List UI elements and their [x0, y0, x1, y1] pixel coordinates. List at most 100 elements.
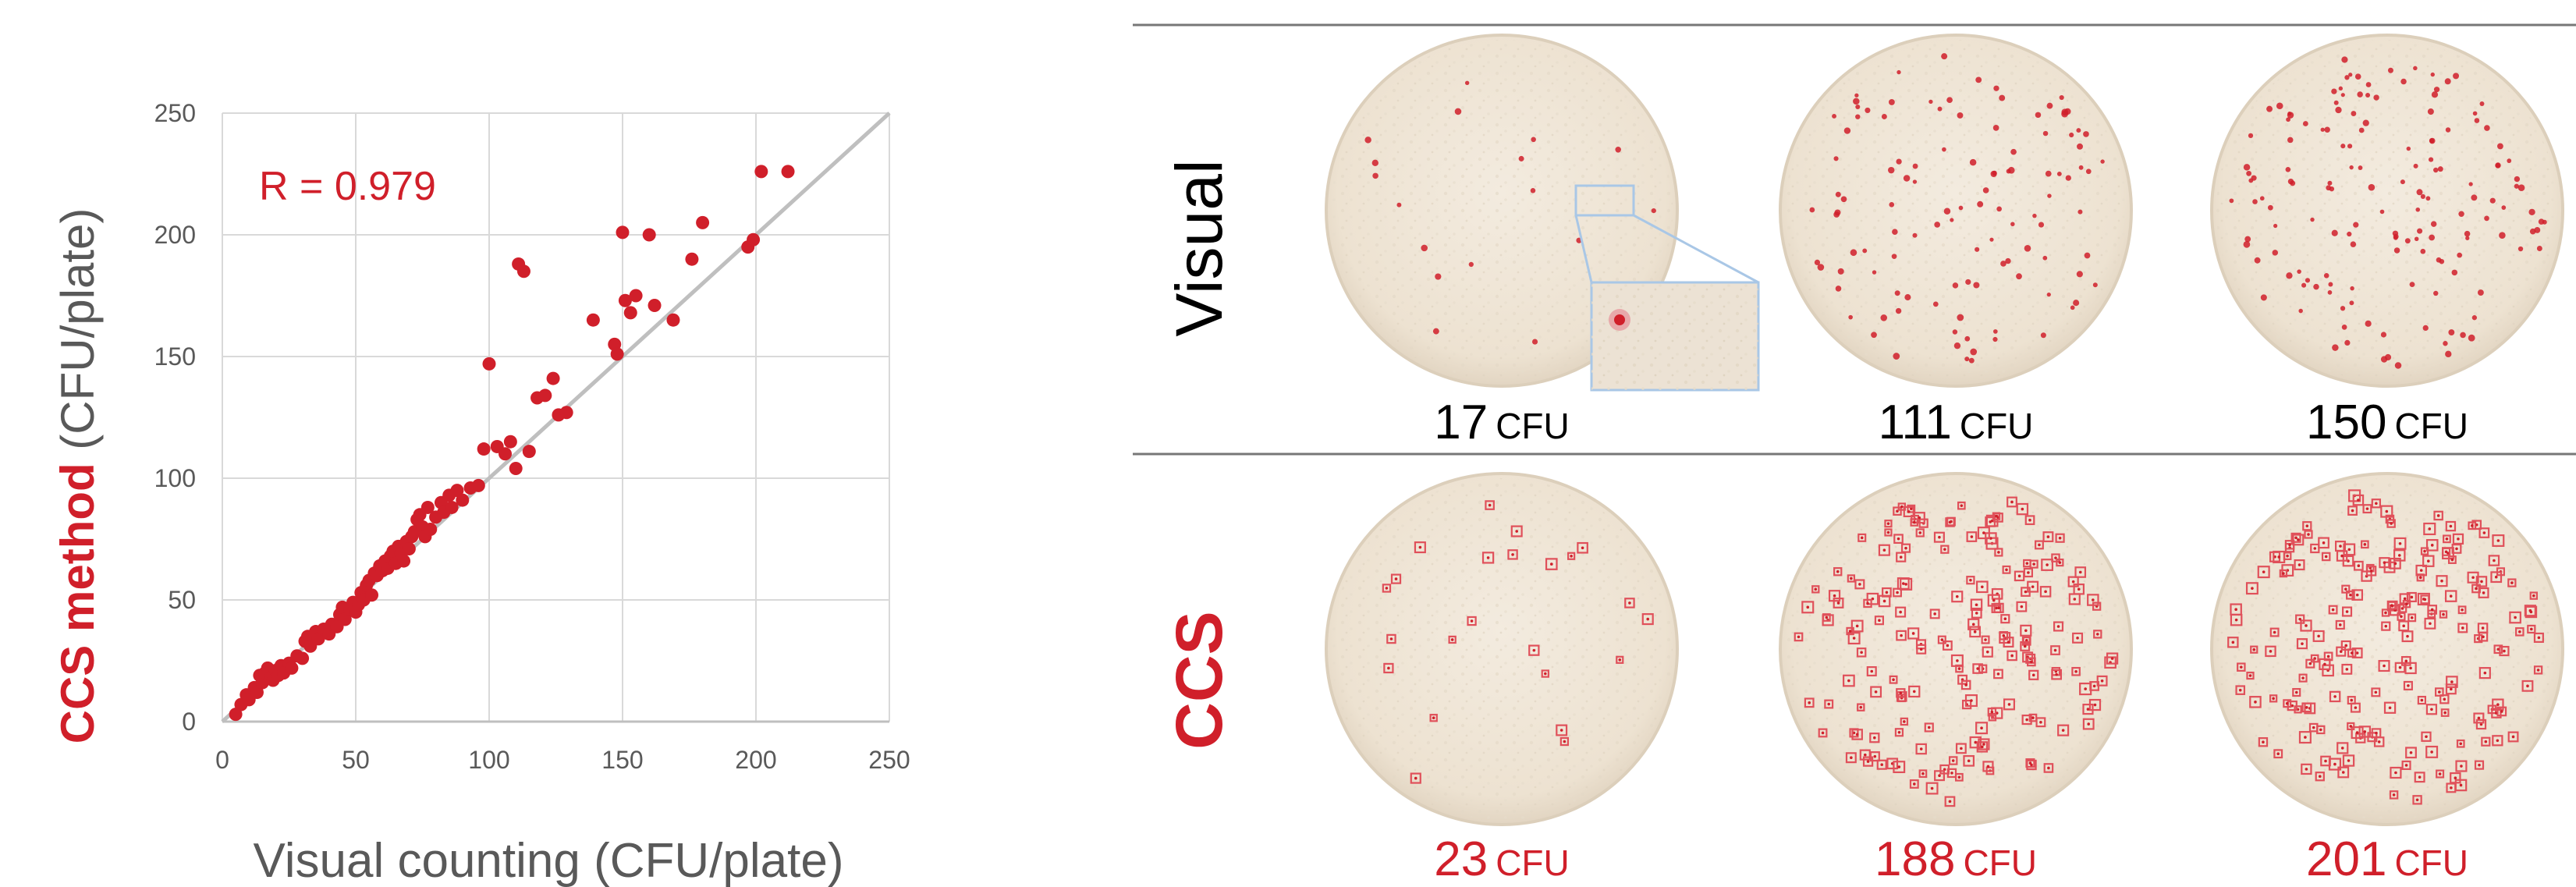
colony-dot	[2076, 128, 2081, 133]
colony-dot	[1977, 200, 1984, 208]
colony-dot	[2517, 184, 2525, 191]
colony-box	[2533, 665, 2543, 675]
colony-dot	[2433, 87, 2440, 93]
colony-dot	[2507, 158, 2512, 164]
x-axis-title: Visual counting (CFU/plate)	[254, 834, 844, 887]
colony-box	[2393, 549, 2406, 562]
colony-box	[1924, 722, 1934, 733]
plate-panels: Visual CCS 17 CFU 111 CFU 150 CFU 23 CFU	[1133, 23, 2576, 886]
colony-box	[2371, 728, 2382, 738]
colony-box	[1545, 558, 1558, 570]
colony-dot	[1891, 254, 1897, 259]
colony-dot	[2413, 66, 2418, 71]
colony-box	[2414, 772, 2425, 783]
data-points	[229, 165, 795, 722]
colony-box	[2051, 553, 2060, 562]
ccs-plate-2	[1779, 472, 2133, 826]
colony-dot	[1855, 104, 1861, 110]
data-point	[509, 462, 523, 476]
colony-dot	[1854, 93, 1859, 98]
colony-box	[1866, 592, 1879, 605]
colony-dot	[2092, 282, 2098, 288]
colony-dot	[1835, 286, 1842, 292]
colony-box	[2351, 589, 2364, 601]
colony-dot	[2085, 169, 2092, 175]
colony-box	[2039, 586, 2052, 598]
colony-dot	[1943, 208, 1951, 215]
colony-dot	[2047, 193, 2052, 198]
colony-dot	[1889, 201, 1895, 208]
colony-box	[1857, 533, 1867, 542]
colony-box	[2079, 682, 2092, 696]
colony-box	[2401, 760, 2411, 770]
colony-box	[2341, 663, 2353, 675]
colony-dot	[2499, 232, 2506, 239]
colony-box	[2407, 613, 2417, 623]
colony-box	[2398, 620, 2410, 632]
colony-dot	[1464, 80, 1470, 85]
colony-box	[2457, 623, 2468, 633]
colony-box	[1846, 626, 1854, 636]
colony-box	[1856, 648, 1867, 658]
colony-box	[2417, 695, 2426, 705]
colony-dot	[2323, 273, 2329, 279]
colony-box	[2397, 604, 2407, 613]
colony-box	[2455, 760, 2468, 772]
colony-dot	[2406, 146, 2411, 151]
colony-dot	[2433, 290, 2439, 296]
colony-box	[2381, 621, 2391, 631]
colony-dot	[1903, 175, 1911, 182]
colony-dot	[2083, 131, 2089, 137]
colony-box	[1896, 552, 1907, 562]
colony-dot	[2415, 207, 2421, 212]
colony-box	[1884, 528, 1893, 537]
colony-box	[2397, 612, 2406, 621]
colony-dot	[2437, 166, 2443, 172]
colony-box	[2320, 755, 2331, 767]
colony-box	[2351, 726, 2364, 740]
colony-box	[1481, 552, 1495, 564]
data-point	[546, 371, 560, 385]
colony-box	[1893, 506, 1902, 516]
colony-box	[1896, 630, 1907, 641]
colony-box	[2269, 627, 2280, 637]
colony-dot	[1848, 314, 1853, 320]
colony-box	[2082, 718, 2095, 730]
colony-box	[1971, 607, 1982, 619]
colony-box	[2496, 706, 2507, 717]
data-point	[477, 442, 491, 456]
colony-box	[1824, 699, 1834, 709]
colony-box	[2452, 533, 2464, 545]
colony-dot	[2413, 163, 2418, 169]
colony-box	[2292, 687, 2301, 697]
colony-dot	[2331, 229, 2338, 236]
data-point	[666, 313, 680, 327]
colony-box	[1467, 616, 1477, 626]
colony-dot	[2326, 185, 2332, 191]
colony-dot	[2514, 183, 2519, 189]
colony-dot	[1518, 155, 1524, 161]
colony-dot	[2479, 101, 2485, 106]
colony-box	[1884, 520, 1893, 528]
colony-box	[1886, 757, 1899, 770]
colony-dot	[1969, 158, 1977, 166]
colony-box	[2474, 634, 2483, 644]
colony-dot	[1837, 268, 1844, 275]
colony-dot	[2327, 290, 2333, 295]
colony-dot	[1881, 114, 1887, 119]
colony-dot	[1968, 357, 1975, 364]
colony-box	[2393, 537, 2407, 550]
colony-dot	[1934, 222, 1941, 228]
colony-dot	[2444, 78, 2451, 85]
colony-box	[2481, 736, 2491, 747]
colony-box	[2071, 666, 2081, 676]
colony-dot	[2414, 236, 2419, 241]
colony-dot	[2353, 222, 2359, 228]
colony-box	[1915, 743, 1927, 755]
colony-box	[2412, 795, 2422, 805]
colony-box	[1556, 724, 1568, 736]
colony-box	[1410, 772, 1421, 784]
x-tick-labels: 0 50 100 150 200 250	[215, 746, 910, 774]
colony-box	[2343, 543, 2356, 556]
colony-box	[1903, 506, 1914, 517]
